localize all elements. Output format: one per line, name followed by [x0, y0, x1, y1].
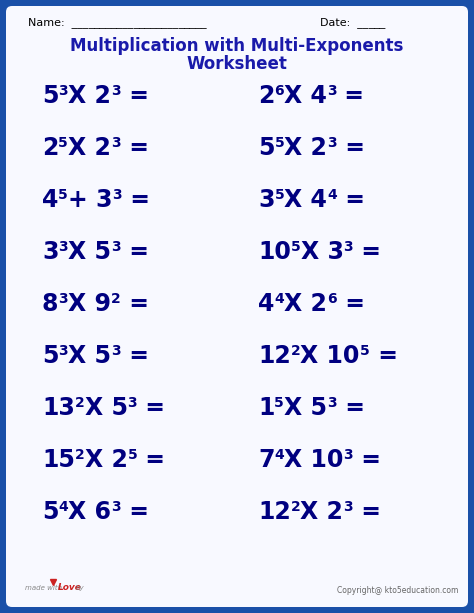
Text: 2: 2	[291, 344, 301, 358]
Text: Date:  _____: Date: _____	[320, 17, 385, 28]
Text: 5: 5	[274, 188, 284, 202]
Text: X 5: X 5	[85, 396, 128, 420]
Text: =: =	[120, 136, 149, 160]
Text: =: =	[370, 344, 398, 368]
Text: Love: Love	[58, 584, 82, 593]
Text: =: =	[337, 84, 365, 108]
Text: by: by	[76, 585, 85, 591]
Text: =: =	[337, 188, 365, 212]
Text: 3: 3	[58, 344, 68, 358]
Text: 5: 5	[58, 188, 68, 202]
Text: X 6: X 6	[68, 500, 111, 524]
Text: =: =	[121, 240, 149, 264]
Text: 3: 3	[58, 292, 68, 306]
Text: 5: 5	[360, 344, 370, 358]
Text: 5: 5	[291, 240, 301, 254]
Text: Copyright@ kto5education.com: Copyright@ kto5education.com	[337, 586, 458, 595]
Text: 12: 12	[258, 344, 291, 368]
Text: =: =	[122, 188, 150, 212]
Text: 1: 1	[258, 396, 274, 420]
Text: X 5: X 5	[68, 344, 111, 368]
Text: X 9: X 9	[68, 292, 111, 316]
Text: 3: 3	[111, 136, 120, 150]
Text: 4: 4	[274, 292, 284, 306]
Text: 3: 3	[327, 136, 337, 150]
Text: Worksheet: Worksheet	[187, 55, 287, 73]
Text: =: =	[337, 396, 365, 420]
Text: 4: 4	[274, 448, 284, 462]
Text: 3: 3	[42, 240, 58, 264]
Text: X 2: X 2	[284, 136, 327, 160]
Text: X 4: X 4	[284, 84, 327, 108]
Text: =: =	[337, 136, 365, 160]
Text: 3: 3	[128, 396, 137, 410]
Text: 5: 5	[128, 448, 137, 462]
Text: 13: 13	[42, 396, 75, 420]
Text: 2: 2	[75, 448, 85, 462]
Text: X 4: X 4	[284, 188, 327, 212]
Text: 3: 3	[111, 84, 120, 98]
Text: =: =	[353, 240, 381, 264]
Text: 4: 4	[58, 500, 68, 514]
Text: 5: 5	[42, 500, 58, 524]
Text: X 10: X 10	[301, 344, 360, 368]
Text: X 10: X 10	[284, 448, 344, 472]
Text: =: =	[121, 344, 149, 368]
Text: 3: 3	[58, 240, 68, 254]
Text: 2: 2	[291, 500, 301, 514]
Text: =: =	[337, 292, 365, 316]
Text: X 5: X 5	[284, 396, 327, 420]
Text: =: =	[121, 500, 149, 524]
Text: 4: 4	[327, 188, 337, 202]
Text: =: =	[137, 396, 165, 420]
Text: X 3: X 3	[301, 240, 344, 264]
Text: 3: 3	[344, 240, 353, 254]
Text: 6: 6	[274, 84, 284, 98]
Text: X 5: X 5	[68, 240, 111, 264]
Text: =: =	[353, 500, 381, 524]
Text: X 2: X 2	[301, 500, 343, 524]
Text: 7: 7	[258, 448, 274, 472]
FancyBboxPatch shape	[6, 6, 468, 607]
Text: =: =	[121, 292, 149, 316]
Text: 5: 5	[274, 136, 284, 150]
Text: 5: 5	[58, 136, 68, 150]
Text: 4: 4	[258, 292, 274, 316]
Text: 12: 12	[258, 500, 291, 524]
Text: 6: 6	[327, 292, 337, 306]
Text: 2: 2	[258, 84, 274, 108]
Text: X 2: X 2	[68, 84, 111, 108]
Text: 3: 3	[113, 188, 122, 202]
Text: 3: 3	[327, 84, 337, 98]
Text: =: =	[353, 448, 381, 472]
Text: 10: 10	[258, 240, 291, 264]
Text: 5: 5	[42, 344, 58, 368]
Text: 4: 4	[42, 188, 58, 212]
Text: 3: 3	[343, 500, 353, 514]
Text: made with: made with	[25, 585, 62, 591]
Text: 5: 5	[274, 396, 284, 410]
Text: X 2: X 2	[85, 448, 128, 472]
Text: 3: 3	[344, 448, 353, 462]
Text: 2: 2	[75, 396, 85, 410]
Text: 3: 3	[111, 500, 121, 514]
Text: 15: 15	[42, 448, 75, 472]
Text: 2: 2	[111, 292, 121, 306]
Text: Multiplication with Multi-Exponents: Multiplication with Multi-Exponents	[70, 37, 404, 55]
Text: 3: 3	[111, 344, 121, 358]
Text: X 2: X 2	[68, 136, 111, 160]
Text: 3: 3	[327, 396, 337, 410]
Text: 5: 5	[258, 136, 274, 160]
Text: 3: 3	[58, 84, 68, 98]
Text: 3: 3	[258, 188, 274, 212]
Text: 8: 8	[42, 292, 58, 316]
Text: Name:  ________________________: Name: ________________________	[28, 17, 207, 28]
Text: =: =	[137, 448, 165, 472]
Text: + 3: + 3	[68, 188, 113, 212]
Text: 3: 3	[111, 240, 121, 254]
Text: 5: 5	[42, 84, 58, 108]
Text: 2: 2	[42, 136, 58, 160]
Text: X 2: X 2	[284, 292, 327, 316]
Text: =: =	[120, 84, 149, 108]
